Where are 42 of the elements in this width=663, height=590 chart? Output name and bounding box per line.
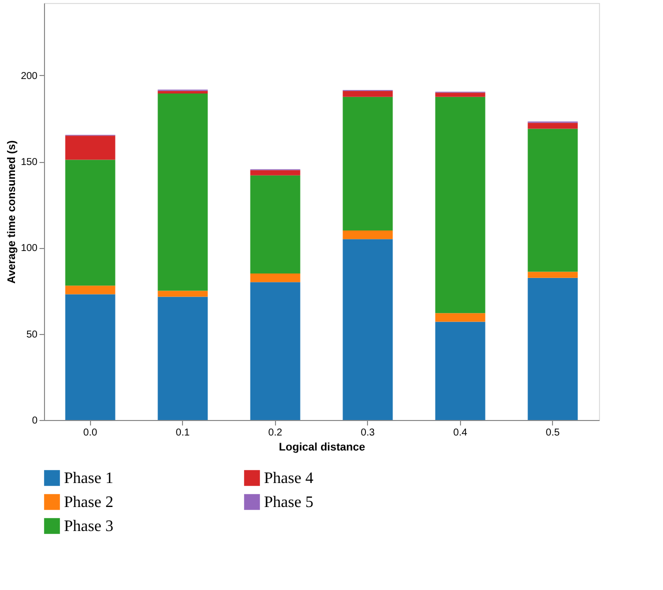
- x-tick-label: 0.3: [360, 428, 376, 438]
- bar: [342, 96, 393, 230]
- bar: [65, 294, 116, 420]
- bar: [528, 272, 578, 278]
- bar: [342, 90, 393, 97]
- bar: [342, 230, 393, 240]
- bar: [158, 93, 208, 291]
- bar: [158, 90, 208, 94]
- bar: [250, 282, 300, 420]
- bar: [65, 136, 116, 160]
- bar: [250, 175, 300, 274]
- x-tick-label: 0.4: [453, 428, 468, 438]
- legend-label: Phase 3: [64, 518, 114, 535]
- legend-label: Phase 2: [64, 494, 114, 511]
- y-tick-label: 50: [26, 329, 38, 340]
- x-tick-label: 0.2: [268, 428, 283, 438]
- y-tick-label: 0: [32, 416, 38, 426]
- bar: [528, 122, 578, 129]
- bar: [435, 313, 486, 322]
- x-tick-label: 0.5: [546, 428, 560, 438]
- bar: [342, 239, 393, 420]
- bar: [158, 290, 208, 297]
- bar: [435, 322, 486, 420]
- bar: [435, 92, 486, 97]
- bar: [250, 170, 300, 176]
- bar: [528, 128, 578, 272]
- x-tick-label: 0.0: [83, 428, 98, 438]
- bar: [65, 160, 116, 286]
- x-axis-title: Logical distance: [278, 442, 366, 454]
- bar: [528, 278, 578, 420]
- bar: [65, 286, 116, 294]
- bar: [435, 96, 486, 314]
- legend-label: Phase 5: [264, 494, 314, 511]
- x-tick-label: 0.1: [176, 428, 190, 438]
- y-tick-label: 100: [20, 243, 38, 254]
- legend-label: Phase 1: [64, 470, 114, 487]
- y-tick-label: 150: [20, 157, 38, 168]
- y-axis-title: Average time consumed (s): [6, 140, 18, 284]
- bar: [158, 296, 208, 420]
- bar: [250, 274, 300, 282]
- y-tick-label: 200: [20, 70, 38, 82]
- legend-label: Phase 4: [264, 470, 314, 487]
